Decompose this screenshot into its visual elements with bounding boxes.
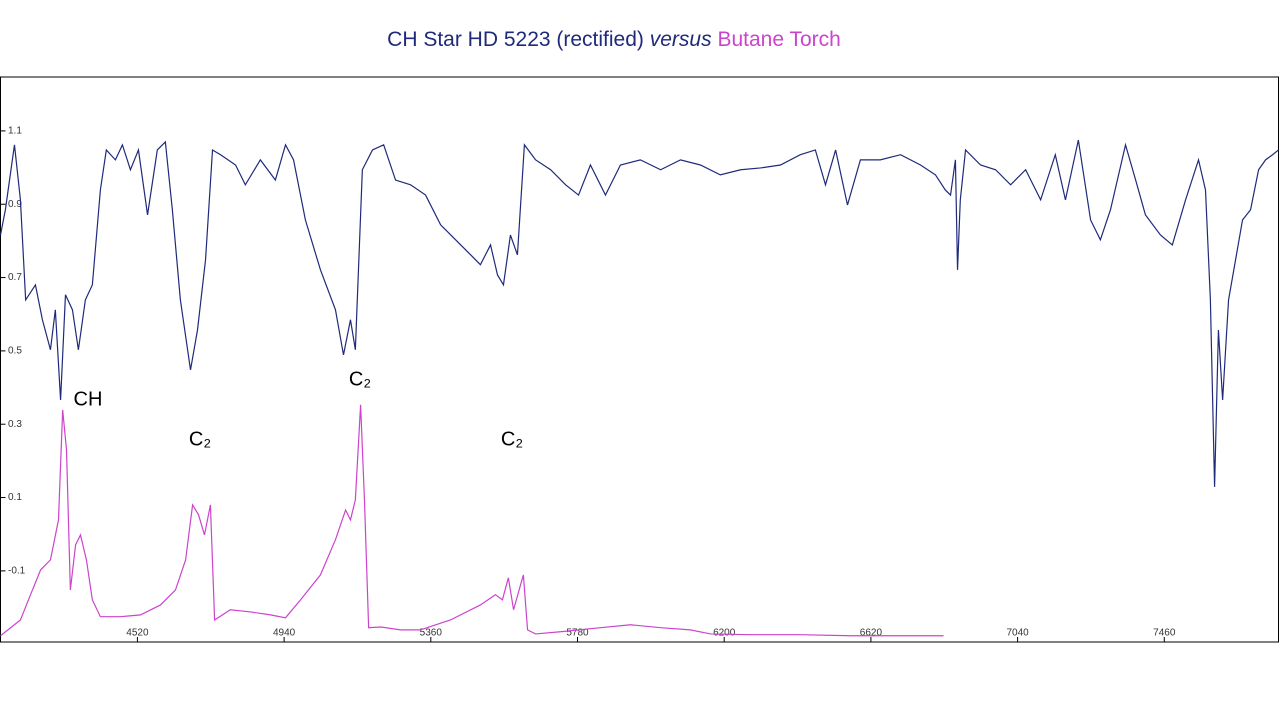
annotation: CH [74,388,103,410]
x-tick-label: 4940 [273,628,296,639]
chart-title: CH Star HD 5223 (rectified) versus Butan… [387,28,841,51]
title-torch: Butane Torch [717,28,840,51]
y-tick-label: 1.1 [8,126,22,137]
series-line [0,404,944,637]
x-tick-label: 6200 [713,628,736,639]
y-tick-label: 0.9 [8,199,22,210]
title-star: CH Star HD 5223 (rectified) [387,28,644,51]
title-connector: versus [650,28,712,51]
y-tick-label: 0.5 [8,346,22,357]
x-tick-label: 7460 [1153,628,1176,639]
annotation: C₂ [189,428,211,450]
x-tick-label: 5780 [566,628,589,639]
x-tick-label: 7040 [1006,628,1029,639]
y-tick-label: 0.7 [8,272,22,283]
series-line [0,139,1279,487]
y-tick-label: 0.1 [8,492,22,503]
plot-frame [0,76,1279,643]
x-tick-label: 6620 [860,628,883,639]
annotation: C₂ [501,428,523,450]
y-tick-label: 0.3 [8,419,22,430]
x-tick-label: 4520 [126,628,149,639]
x-tick-label: 5360 [420,628,443,639]
annotation: C₂ [349,368,371,390]
y-tick-label: -0.1 [8,566,26,577]
